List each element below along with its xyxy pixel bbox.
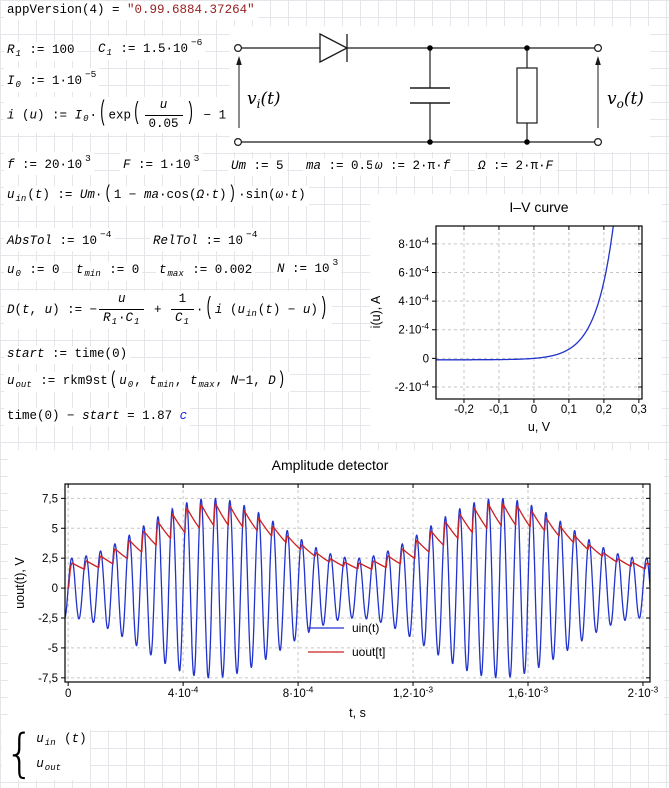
tick-marks	[61, 484, 650, 686]
input-terminal-bottom	[233, 137, 243, 146]
formula-f-def[interactable]: f := 20·10 3	[4, 152, 94, 175]
svg-text:2·10-3: 2·10-3	[628, 685, 659, 701]
svg-text:-0,2: -0,2	[454, 404, 474, 416]
circuit-svg: vi(t) vo(t)	[233, 32, 644, 146]
formula-c1-def[interactable]: C1 := 1.5·10 −6	[95, 36, 206, 61]
svg-text:-7,5: -7,5	[38, 673, 58, 685]
diode-icon	[319, 32, 349, 64]
series-uint-path	[65, 497, 650, 679]
tick-marks	[432, 226, 642, 403]
series-iu-path	[436, 226, 614, 361]
legend-label-0: uin(t)	[352, 621, 379, 635]
system-brace: {	[5, 722, 35, 784]
svg-text:1,6·10-3: 1,6·10-3	[508, 685, 548, 701]
circuit-diagram[interactable]: vi(t) vo(t)	[230, 26, 650, 152]
amplitude-detector-plot[interactable]: 0 4·10-4 8·10-4 1,2·10-3 1,6·10-3 2·10-3 7,5 5 2…	[8, 450, 664, 730]
node-dot	[524, 139, 530, 145]
axis-box	[435, 225, 643, 400]
formula-ma-def[interactable]: ma := 0.5	[303, 158, 377, 176]
vin-arrowhead-icon	[236, 56, 242, 65]
y-axis-label: uout(t), V	[13, 557, 27, 609]
x-axis-label: t, s	[349, 706, 366, 720]
formula-tmax-def[interactable]: tmax := 0.002	[156, 262, 256, 282]
legend-label-1: uout[t]	[352, 645, 385, 659]
formula-F-def[interactable]: F := 1·10 3	[120, 152, 203, 175]
formula-plot-series-list[interactable]: {uin (t) uout	[2, 722, 90, 784]
svg-text:2,5: 2,5	[42, 553, 58, 565]
formula-reltol-def[interactable]: RelTol := 10 −4	[150, 228, 261, 251]
svg-text:-0,1: -0,1	[489, 404, 509, 416]
svg-text:-5: -5	[48, 643, 58, 655]
formula-D-def[interactable]: D(t, u) := − u R1·C1 + 1 C1 ·(i (uin(t) − u)…	[4, 291, 333, 329]
formula-time-result[interactable]: time(0) − start = 1.87 c	[4, 408, 191, 426]
iv-curve-svg: -0,2 -0,1 0 0,1 0,2 0,3 8·10-4 6·10-4 4·10-4 2·10…	[369, 199, 647, 434]
svg-text:-2·10-4: -2·10-4	[395, 378, 430, 394]
svg-text:2·10-4: 2·10-4	[398, 321, 429, 337]
svg-text:8·10-4: 8·10-4	[398, 235, 429, 251]
formula-tmin-def[interactable]: tmin := 0	[73, 262, 143, 282]
svg-text:-2,5: -2,5	[38, 613, 58, 625]
formula-abstol-def[interactable]: AbsTol := 10 −4	[4, 228, 115, 251]
formula-uout-def[interactable]: uout := rkm9st(u0, tmin, tmax, N−1, D)	[4, 369, 291, 393]
svg-text:0: 0	[423, 353, 429, 365]
node-dot	[524, 45, 530, 51]
chart-title: Amplitude detector	[272, 457, 389, 473]
tick-labels: -0,2 -0,1 0 0,1 0,2 0,3 8·10-4 6·10-4 4·10-4 2·10…	[395, 235, 647, 416]
svg-text:0: 0	[531, 404, 537, 416]
formula-start-def[interactable]: start := time(0)	[4, 346, 131, 364]
tick-labels: 0 4·10-4 8·10-4 1,2·10-3 1,6·10-3 2·10-3 7,5 5 2…	[38, 493, 658, 700]
node-dot	[427, 139, 433, 145]
chart-title: I–V curve	[509, 199, 568, 215]
input-terminal-top	[233, 44, 243, 53]
series-uoutt-path	[67, 503, 650, 589]
y-axis-label: i(u), A	[370, 295, 383, 328]
formula-omega-def[interactable]: ω := 2·π·f	[372, 158, 454, 176]
svg-text:6·10-4: 6·10-4	[398, 264, 429, 280]
iv-curve-plot[interactable]: -0,2 -0,1 0 0,1 0,2 0,3 8·10-4 6·10-4 4·10-4 2·10…	[369, 194, 662, 442]
vin-label: vi(t)	[247, 89, 281, 111]
svg-text:0,2: 0,2	[596, 404, 612, 416]
svg-text:4·10-4: 4·10-4	[398, 293, 429, 309]
x-axis-label: u, V	[528, 420, 551, 434]
vout-arrowhead-icon	[595, 56, 601, 65]
svg-text:8·10-4: 8·10-4	[283, 685, 314, 701]
node-dot	[427, 45, 433, 51]
formula-N-def[interactable]: N := 10 3	[274, 256, 342, 279]
amplitude-detector-svg: 0 4·10-4 8·10-4 1,2·10-3 1,6·10-3 2·10-3 7,5 5 2…	[13, 457, 659, 720]
resistor-icon	[516, 67, 538, 124]
formula-Omega-def[interactable]: Ω := 2·π·F	[475, 158, 557, 176]
formula-um-def[interactable]: Um := 5	[228, 158, 287, 176]
legend: uin(t) uout[t]	[308, 621, 385, 659]
formula-diode-current-def[interactable]: i (u) := I0·(exp(u0.05) − 1)	[4, 97, 241, 134]
formula-u0-def[interactable]: u0 := 0	[4, 262, 63, 282]
svg-text:5: 5	[52, 523, 58, 535]
formula-appversion[interactable]: appVersion(4) = "0.99.6884.37264"	[4, 2, 258, 20]
svg-text:7,5: 7,5	[42, 493, 58, 505]
axis-box	[64, 483, 651, 683]
output-terminal-bottom	[594, 137, 603, 146]
svg-text:4·10-4: 4·10-4	[168, 685, 199, 701]
output-terminal-top	[594, 44, 603, 53]
svg-text:1,2·10-3: 1,2·10-3	[393, 685, 433, 701]
grid-lines	[436, 226, 642, 399]
svg-text:0,1: 0,1	[561, 404, 577, 416]
svg-text:0,3: 0,3	[631, 404, 647, 416]
svg-text:0: 0	[65, 688, 71, 700]
formula-uin-def[interactable]: uin(t) := Um·(1 − ma·cos(Ω·t)) ·sin(ω·t)	[4, 183, 309, 207]
vout-label: vo(t)	[607, 89, 644, 111]
svg-text:0: 0	[52, 583, 58, 595]
formula-r1-def[interactable]: R1 := 100	[4, 42, 78, 62]
formula-i0-def[interactable]: I0 := 1·10 −5	[4, 68, 100, 93]
